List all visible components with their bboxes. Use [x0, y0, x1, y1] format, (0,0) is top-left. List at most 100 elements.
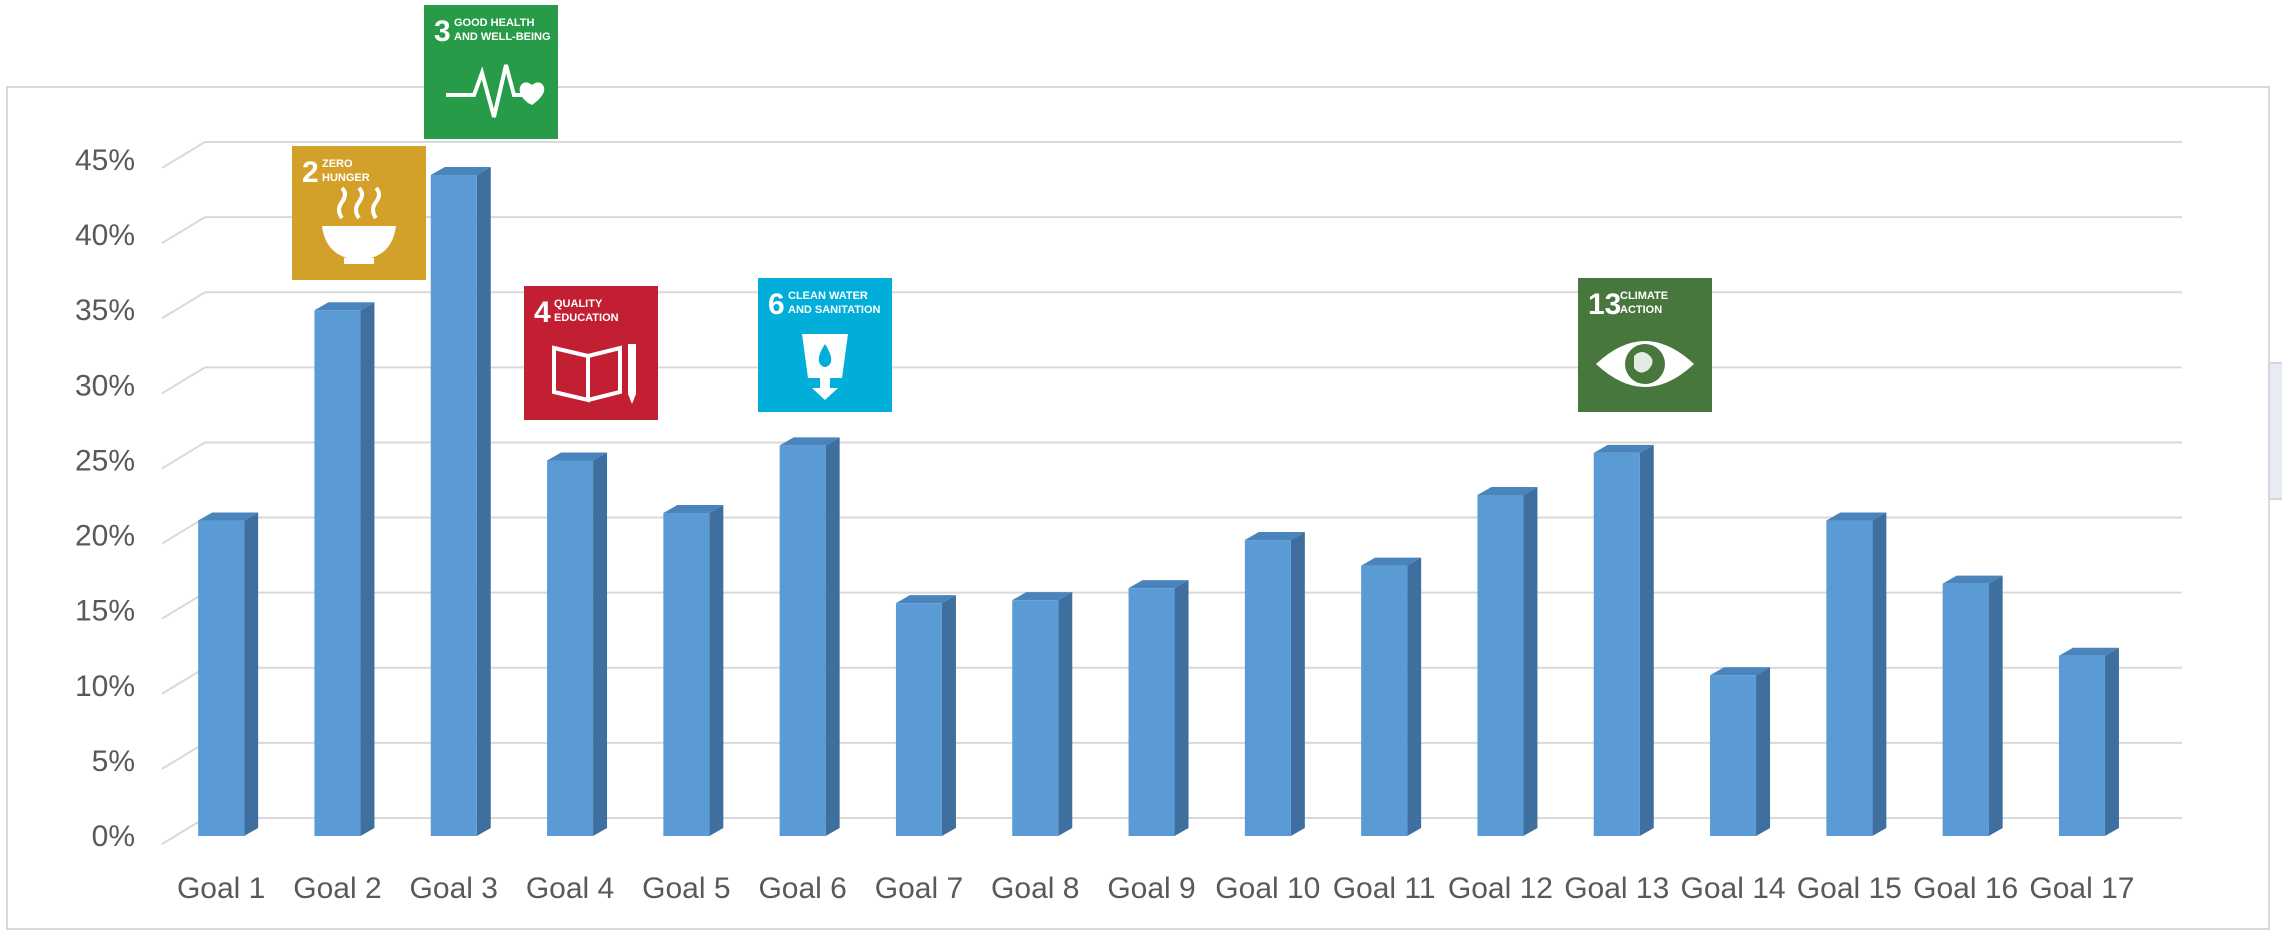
- bar-side: [1988, 575, 2003, 836]
- sdg-title-line1: ZERO: [322, 158, 353, 170]
- sdg-title-line2: AND SANITATION: [788, 304, 881, 316]
- sdg-goal-6-icon: 6 CLEAN WATER AND SANITATION: [758, 278, 892, 412]
- bar: [895, 603, 942, 836]
- book-pencil-icon: [552, 344, 636, 404]
- y-tick-label: 35%: [75, 294, 135, 327]
- bar-top: [2058, 647, 2119, 656]
- gridline-slant: [161, 591, 206, 620]
- bar: [1244, 540, 1291, 836]
- bar: [1710, 675, 1757, 836]
- bar: [1826, 520, 1873, 836]
- bar-top: [1942, 575, 2003, 584]
- sdg-title-line2: HUNGER: [322, 172, 370, 184]
- x-tick-label: Goal 3: [410, 872, 498, 905]
- y-tick-label: 45%: [75, 144, 135, 177]
- x-tick-label: Goal 10: [1215, 872, 1320, 905]
- bar-side: [941, 595, 956, 836]
- bar-top: [1826, 512, 1887, 521]
- sdg-goal-2-icon: 2 ZERO HUNGER: [292, 146, 426, 280]
- gridline-slant: [161, 817, 206, 845]
- bar-top: [1361, 557, 1422, 566]
- sdg-title-line1: QUALITY: [554, 298, 603, 310]
- x-tick-label: Goal 17: [2029, 872, 2134, 905]
- bar-side: [1756, 667, 1771, 836]
- sdg-goal-4-icon: 4 QUALITY EDUCATION: [524, 286, 658, 420]
- bar-side: [1872, 512, 1887, 836]
- bar: [314, 310, 361, 836]
- bar-side: [1523, 486, 1538, 836]
- bowl-icon: [322, 186, 396, 264]
- bar: [779, 445, 826, 836]
- bar-top: [1710, 667, 1771, 676]
- sdg-number: 4: [534, 296, 551, 329]
- gridline-slant: [161, 291, 206, 320]
- gridline-slant: [161, 742, 206, 770]
- bar: [547, 460, 594, 836]
- sdg-title-line2: ACTION: [1620, 304, 1662, 316]
- bar-top: [663, 505, 724, 514]
- bar-top: [1244, 532, 1305, 541]
- bar: [1593, 452, 1640, 836]
- x-tick-label: Goal 13: [1564, 872, 1669, 905]
- sdg-number: 6: [768, 288, 785, 321]
- bar-side: [1639, 444, 1654, 836]
- sdg-title-line2: EDUCATION: [554, 312, 619, 324]
- bar-side: [709, 505, 724, 836]
- x-tick-label: Goal 15: [1797, 872, 1902, 905]
- gridline-slant: [161, 666, 206, 695]
- x-tick-label: Goal 2: [293, 872, 381, 905]
- sdg-goal-3-icon: 3 GOOD HEALTH AND WELL-BEING: [424, 5, 558, 139]
- bar-top: [198, 512, 259, 521]
- y-tick-label: 10%: [75, 670, 135, 703]
- sdg-number: 2: [302, 156, 319, 189]
- sdg-number: 3: [434, 15, 451, 48]
- bars: [198, 167, 2119, 836]
- x-tick-label: Goal 16: [1913, 872, 2018, 905]
- bar-side: [360, 302, 375, 836]
- bar-top: [547, 452, 608, 461]
- side-panel-tab[interactable]: [2268, 362, 2282, 500]
- y-tick-label: 25%: [75, 444, 135, 477]
- x-tick-label: Goal 12: [1448, 872, 1553, 905]
- bar-top: [1593, 444, 1654, 453]
- bar-side: [476, 167, 491, 836]
- bar-top: [1128, 580, 1189, 589]
- bar-side: [244, 512, 259, 836]
- gridline-slant: [161, 441, 206, 470]
- x-tick-label: Goal 11: [1333, 872, 1436, 905]
- bar: [1012, 600, 1059, 836]
- gridline-slant: [161, 516, 206, 545]
- x-tick-label: Goal 6: [758, 872, 846, 905]
- bar-side: [593, 452, 608, 836]
- bar-side: [825, 437, 840, 836]
- gridline-slant: [161, 141, 206, 169]
- x-tick-label: Goal 7: [875, 872, 963, 905]
- globe-eye-icon: [1596, 341, 1694, 387]
- y-axis-ticks: 0% 5% 10% 15% 20% 25% 30% 35% 40% 45%: [75, 144, 135, 853]
- y-tick-label: 0%: [92, 820, 135, 853]
- y-tick-label: 30%: [75, 369, 135, 402]
- bar-side: [1174, 580, 1189, 836]
- y-tick-label: 40%: [75, 219, 135, 252]
- bar-top: [430, 167, 491, 176]
- x-tick-label: Goal 5: [642, 872, 730, 905]
- bar-top: [779, 437, 840, 446]
- bar-side: [1407, 557, 1422, 836]
- x-tick-label: Goal 14: [1681, 872, 1786, 905]
- bar-top: [1477, 486, 1538, 495]
- bar: [1361, 565, 1408, 836]
- bar: [198, 520, 245, 836]
- bar-top: [1012, 592, 1073, 601]
- sdg-title-line1: GOOD HEALTH: [454, 17, 535, 29]
- y-tick-label: 5%: [92, 745, 135, 778]
- bar: [1477, 494, 1524, 836]
- x-tick-label: Goal 8: [991, 872, 1079, 905]
- x-tick-label: Goal 4: [526, 872, 614, 905]
- bar: [1942, 583, 1989, 836]
- bar: [430, 175, 477, 836]
- bar-top: [895, 595, 956, 604]
- x-tick-label: Goal 1: [177, 872, 265, 905]
- x-tick-label: Goal 9: [1107, 872, 1195, 905]
